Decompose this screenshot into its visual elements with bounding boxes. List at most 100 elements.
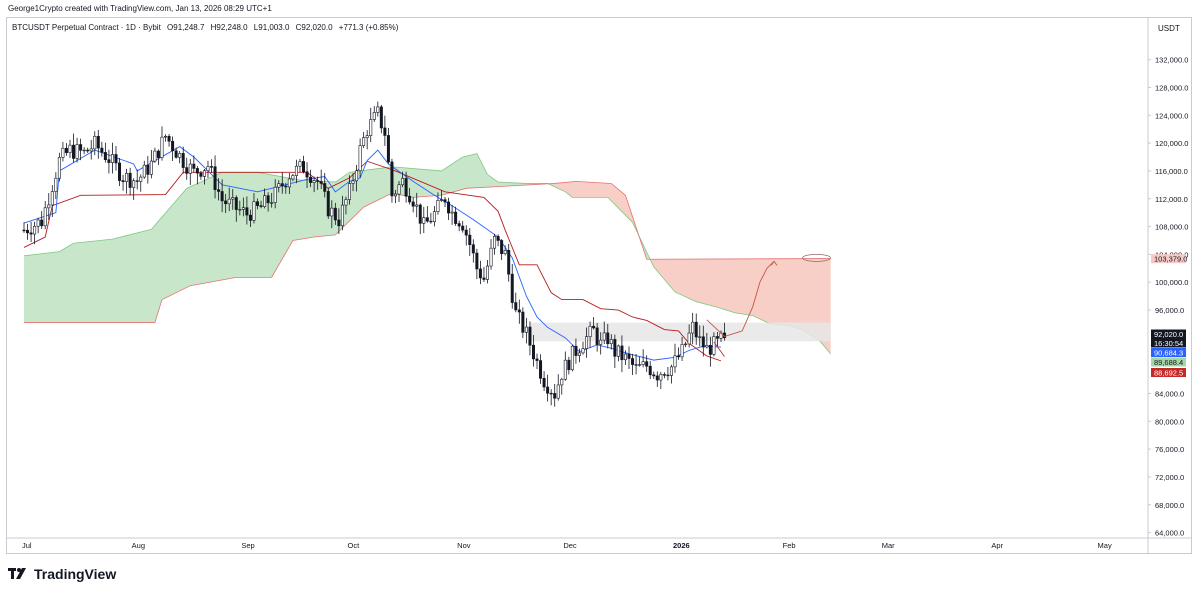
ichimoku-cloud-bearish [648,255,831,354]
price-badge: 90,684.3 [1151,348,1186,358]
price-badge-label: 16:30:54 [1154,339,1183,348]
candle [167,134,171,147]
candle-body [273,186,277,203]
candle-body [432,211,436,222]
candle-body [429,220,433,223]
candle [546,374,550,402]
x-tick-label: 2026 [673,541,690,550]
candle [443,196,447,207]
candle-body [40,219,44,227]
candle [415,192,419,218]
candle-body [277,183,281,188]
candle [107,149,111,174]
chart-legend: BTCUSDT Perpetual Contract · 1D · Bybit … [12,23,402,32]
x-tick-label: May [1098,541,1112,550]
candle-body [153,150,157,162]
candle [701,325,705,357]
y-tick-label: 68,000.0 [1155,501,1184,510]
candle-body [337,219,341,227]
candle-body [677,355,681,358]
candle [358,138,362,179]
x-tick-label: Sep [241,541,254,550]
ichimoku-cloud-bearish [547,181,638,234]
candle-body [231,197,235,200]
candle [231,189,235,210]
candle [528,321,532,356]
candle [210,159,214,173]
candle [369,107,373,143]
candle [694,313,698,345]
candle [383,115,387,146]
tradingview-brand[interactable]: TradingView [8,566,116,582]
candle [114,145,118,171]
candle-body [577,352,581,356]
candle-body [705,344,709,348]
candle [132,178,136,200]
x-tick-label: Oct [347,541,360,550]
candle-body [514,302,518,311]
candle [185,157,189,180]
candle [524,317,528,344]
y-tick-label: 112,000.0 [1155,195,1188,204]
candle-body [588,325,592,338]
candle-body [673,355,677,368]
candle-body [454,211,458,224]
candle [330,200,334,229]
candle [234,195,238,222]
candle [298,158,302,173]
candle [142,160,146,179]
candle [539,354,543,384]
candle [652,371,656,379]
candle [33,221,37,245]
candle [662,372,666,379]
candle-body [443,199,447,203]
candle [284,182,288,194]
candle-body [372,112,376,120]
price-badge: 88,692.5 [1151,368,1186,378]
candle [270,192,274,208]
candle [47,193,51,221]
candle [386,128,390,164]
candle-body [178,153,182,158]
candle-body [546,386,550,394]
candle-body [110,154,114,163]
candle-body [645,361,649,367]
candle-body [36,219,40,227]
candle [461,221,465,233]
candle [57,152,61,182]
candle-body [549,392,553,395]
candle [181,146,185,174]
candle [40,211,44,229]
candle [89,139,93,160]
candle [323,173,327,198]
candle-body [72,144,76,159]
candle-body [79,144,83,151]
candle-body [234,197,238,210]
candle-body [156,150,160,158]
price-badge-bg [1151,368,1186,377]
candle-body [280,183,284,187]
y-tick-label: 100,000.0 [1155,278,1188,287]
candle-body [482,277,486,280]
candle [418,203,422,235]
candle-body [634,364,638,366]
candle-body [220,191,224,202]
candle [302,155,306,174]
candle-body [224,200,228,205]
candle-body [606,332,610,345]
projection-arrowhead [770,260,778,266]
candle-body [500,240,504,254]
tradingview-logo-icon [8,568,26,579]
candle [429,212,433,224]
candle [708,336,712,367]
candle-body [535,358,539,361]
candle [68,139,72,158]
candle [294,159,298,184]
candle-body [383,127,387,136]
x-tick-label: Mar [882,541,895,550]
x-tick-label: Nov [457,541,471,550]
candle [245,196,249,225]
candle [390,158,394,203]
candle [535,353,539,369]
